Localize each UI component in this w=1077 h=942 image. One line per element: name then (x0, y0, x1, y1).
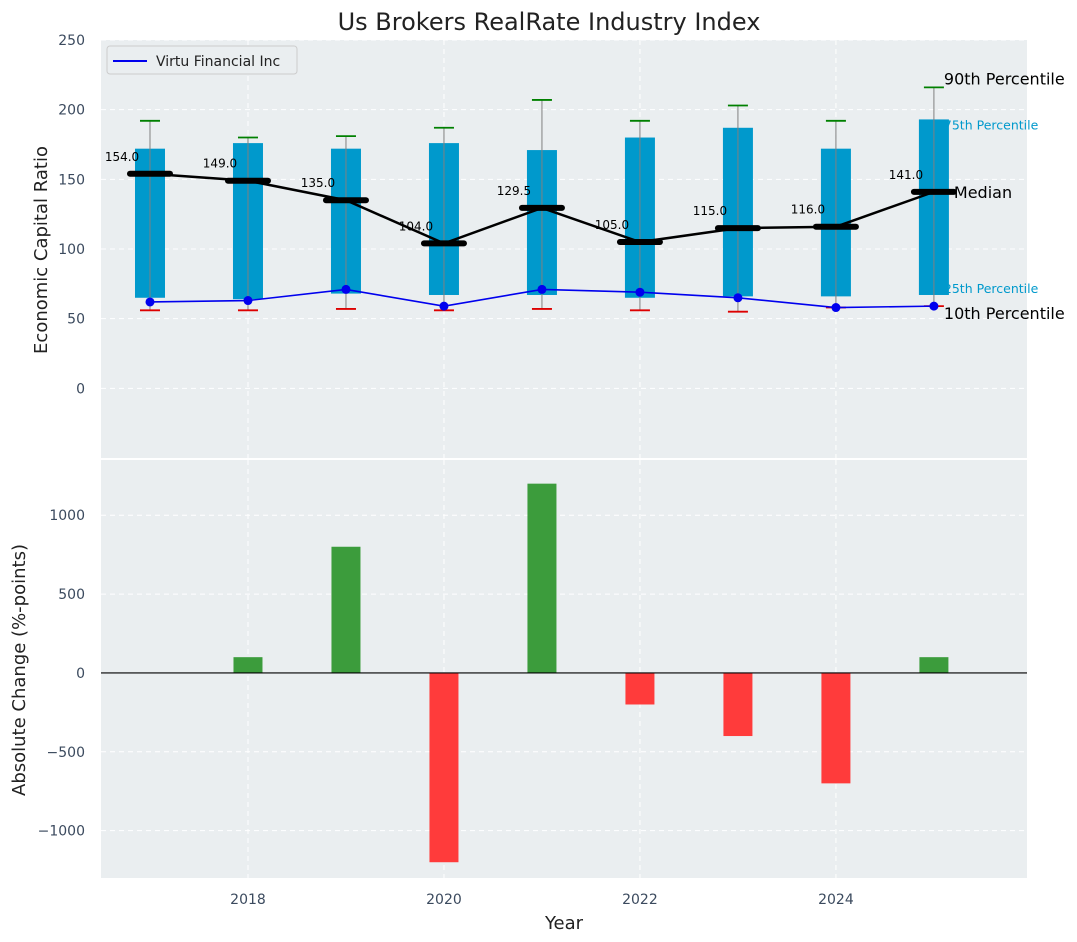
x-tick-label: 2022 (622, 892, 658, 908)
change-bar (527, 483, 557, 673)
top-y-tick-label: 100 (58, 242, 85, 258)
median-value-label: 116.0 (791, 203, 825, 217)
median-value-label: 141.0 (889, 168, 923, 182)
company-series-group (145, 284, 939, 313)
bottom-y-tick-label: 0 (76, 666, 85, 682)
company-point (635, 287, 645, 297)
bottom-y-tick-label: −1000 (38, 824, 85, 840)
median-value-label: 135.0 (301, 176, 335, 190)
p10-annotation: 10th Percentile (944, 304, 1065, 323)
bottom-y-tick-label: 1000 (49, 508, 85, 524)
company-point (537, 284, 547, 294)
median-line-group: 154.0 149.0 135.0 104.0 129.5 105.0 115.0 116.0… (105, 150, 957, 247)
top-y-tick-label: 0 (76, 381, 85, 397)
median-value-label: 154.0 (105, 150, 139, 164)
change-bar (821, 672, 851, 784)
median-value-label: 129.5 (497, 184, 531, 198)
legend: Virtu Financial Inc (106, 45, 298, 75)
chart-title: Us Brokers RealRate Industry Index (338, 8, 761, 36)
legend-box (106, 45, 298, 75)
median-value-label: 149.0 (203, 157, 237, 171)
company-point (243, 296, 253, 306)
p25-annotation: 25th Percentile (944, 281, 1039, 296)
legend-entry: Virtu Financial Inc (156, 54, 280, 70)
change-bar (723, 672, 753, 737)
bottom-y-tick-label: 500 (58, 587, 85, 603)
top-y-tick-label: 50 (67, 312, 85, 328)
bottom-y-tick-label: −500 (47, 745, 85, 761)
x-axis-title: Year (544, 913, 584, 934)
x-tick-label: 2018 (230, 892, 266, 908)
company-point (929, 301, 939, 311)
top-y-axis-title: Economic Capital Ratio (31, 146, 52, 354)
top-y-tick-label: 200 (58, 103, 85, 119)
company-point (145, 297, 155, 307)
median-value-label: 104.0 (399, 219, 433, 233)
percentile-annotations: 90th Percentile 75th Percentile Median 25th… (944, 69, 1065, 323)
x-tick-label: 2020 (426, 892, 462, 908)
change-bars-group (101, 483, 1027, 863)
median-value-label: 105.0 (595, 218, 629, 232)
change-bar (233, 657, 263, 673)
p90-annotation: 90th Percentile (944, 69, 1065, 88)
company-point (733, 293, 743, 303)
median-annotation: Median (954, 183, 1012, 202)
change-bar (625, 672, 655, 705)
p75-annotation: 75th Percentile (944, 117, 1039, 132)
change-bar (919, 657, 949, 673)
change-bar (331, 546, 361, 673)
axes-group: 0 50 100 150 200 250 −1000 −500 0 500 1000 2018 2020… (38, 33, 854, 908)
change-bar (429, 672, 459, 863)
top-y-tick-label: 250 (58, 33, 85, 49)
x-tick-label: 2024 (818, 892, 854, 908)
top-y-tick-label: 150 (58, 172, 85, 188)
company-point (341, 284, 351, 294)
bottom-y-axis-title: Absolute Change (%-points) (9, 544, 30, 796)
box-plot-group (134, 86, 949, 313)
company-point (439, 301, 449, 311)
company-point (831, 303, 841, 313)
median-value-label: 115.0 (693, 204, 727, 218)
